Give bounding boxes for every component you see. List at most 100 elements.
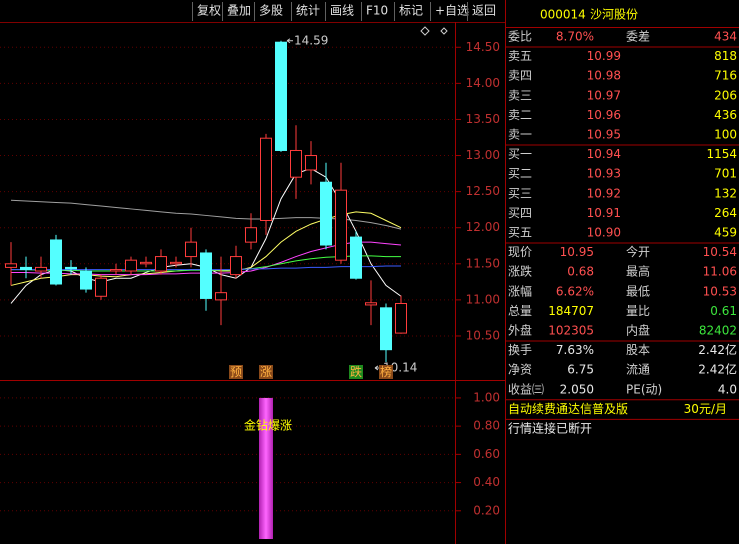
signal-label: 跌	[350, 364, 362, 379]
quote-cell: 10.54	[703, 245, 737, 259]
y-tick-label: 0.20	[473, 503, 500, 517]
signal-box	[379, 365, 393, 379]
quote-cell: 100	[714, 128, 737, 142]
toolbar-button[interactable]: 返回	[472, 4, 496, 18]
candle-body	[140, 261, 152, 265]
signal-label: 榜	[380, 364, 392, 379]
toolbar-button[interactable]: +自选	[435, 4, 469, 18]
diamond-icon[interactable]	[420, 26, 430, 36]
quote-cell: 内盘	[626, 323, 650, 338]
candle-body	[95, 277, 107, 297]
quote-cell: 卖五	[508, 49, 532, 63]
y-tick-label: 12.50	[466, 184, 500, 198]
toolbar-button[interactable]: 叠加	[227, 4, 251, 18]
quote-cell: 最低	[626, 284, 650, 298]
quote-cell: 净资	[508, 363, 532, 377]
signal-box	[349, 365, 363, 379]
quote-cell: 量比	[626, 304, 650, 318]
candle-body	[215, 292, 227, 301]
toolbar-button[interactable]: 统计	[296, 4, 320, 18]
quote-cell: 今开	[626, 244, 650, 259]
quote-cell: 436	[714, 108, 737, 122]
quote-cell: 自动续费通达信普及版	[508, 402, 628, 416]
quote-cell: 买四	[508, 206, 532, 220]
quote-cell: 8.70%	[556, 30, 594, 44]
quote-cell: 10.98	[587, 69, 621, 83]
y-tick-label: 1.00	[473, 390, 500, 404]
quote-cell: 总量	[508, 304, 532, 318]
quote-cell: 102305	[548, 324, 594, 338]
toolbar-button[interactable]: 画线	[330, 4, 354, 18]
y-tick-label: 0.40	[473, 475, 500, 489]
quote-cell: 10.95	[560, 245, 594, 259]
quote-cell: 716	[714, 69, 737, 83]
quote-cell: 30元/月	[684, 402, 727, 416]
signal-label: 预	[230, 365, 242, 379]
candle-body	[395, 302, 407, 334]
toolbar-button[interactable]: F10	[366, 4, 388, 18]
quote-cell: 股本	[626, 343, 650, 357]
candle-body	[5, 263, 17, 268]
quote-cell: 流通	[626, 363, 650, 377]
quote-cell: 4.0	[718, 382, 737, 396]
quote-cell: 6.62%	[556, 284, 594, 298]
quote-cell: 2.050	[560, 382, 594, 396]
signal-box	[229, 365, 243, 379]
y-tick-label: 11.50	[466, 256, 500, 270]
y-tick-label: 10.50	[466, 328, 500, 342]
candle-body	[305, 155, 317, 171]
quote-cell: 11.06	[703, 265, 737, 279]
bar-label: 金钻爆涨	[244, 417, 292, 432]
y-tick-label: 13.50	[466, 112, 500, 126]
quote-cell: 6.75	[567, 363, 594, 377]
quote-cell: 卖四	[508, 69, 532, 83]
quote-cell: 买二	[508, 167, 532, 181]
quote-cell: 184707	[548, 304, 594, 318]
candle-body	[35, 266, 47, 272]
quote-cell: 现价	[508, 245, 532, 259]
quote-cell: 10.93	[587, 167, 621, 181]
quote-cell: 买五	[508, 226, 532, 240]
y-tick-label: 14.00	[466, 76, 500, 90]
quote-cell: 10.99	[587, 49, 621, 63]
quote-cell: 818	[714, 49, 737, 63]
candle-body	[245, 227, 257, 243]
quote-cell: 0.68	[567, 265, 594, 279]
toolbar-button[interactable]: 标记	[399, 4, 423, 18]
quote-cell: 10.94	[587, 147, 621, 161]
toolbar-button[interactable]: 复权	[197, 4, 221, 18]
quote-cell: 7.63%	[556, 343, 594, 357]
max-price-label: 14.59	[294, 33, 328, 47]
candle-body	[20, 266, 32, 271]
max-arrow	[286, 38, 293, 44]
quote-cell: 132	[714, 186, 737, 200]
diamond-icon[interactable]	[440, 27, 448, 35]
candle-body	[290, 149, 302, 178]
candle-body	[50, 239, 62, 285]
signal-label: 涨	[260, 364, 272, 379]
candle-body	[200, 252, 212, 299]
quote-cell: 434	[714, 30, 737, 44]
toolbar-button[interactable]: 多股	[259, 4, 283, 18]
y-tick-label: 11.00	[466, 292, 500, 306]
candle-body	[380, 307, 392, 351]
quote-cell: 委差	[626, 30, 650, 44]
quote-cell: 10.92	[587, 186, 621, 200]
candle-body	[335, 189, 347, 261]
y-tick-label: 14.50	[466, 40, 500, 54]
quote-cell: 2.42亿	[698, 362, 737, 377]
quote-cell: 卖三	[508, 88, 532, 102]
quote-cell: 82402	[699, 324, 737, 338]
quote-cell: 卖一	[508, 128, 532, 142]
quote-cell: 459	[714, 226, 737, 240]
quote-cell: 收益㈢	[508, 382, 544, 396]
quote-cell: 0.61	[710, 304, 737, 318]
indicator-bar	[259, 397, 273, 539]
quote-cell: 1154	[706, 147, 737, 161]
y-tick-label: 0.80	[473, 419, 500, 433]
quote-cell: PE(动)	[626, 382, 662, 396]
quote-cell: 10.90	[587, 226, 621, 240]
quote-cell: 行情连接已断开	[508, 421, 592, 436]
